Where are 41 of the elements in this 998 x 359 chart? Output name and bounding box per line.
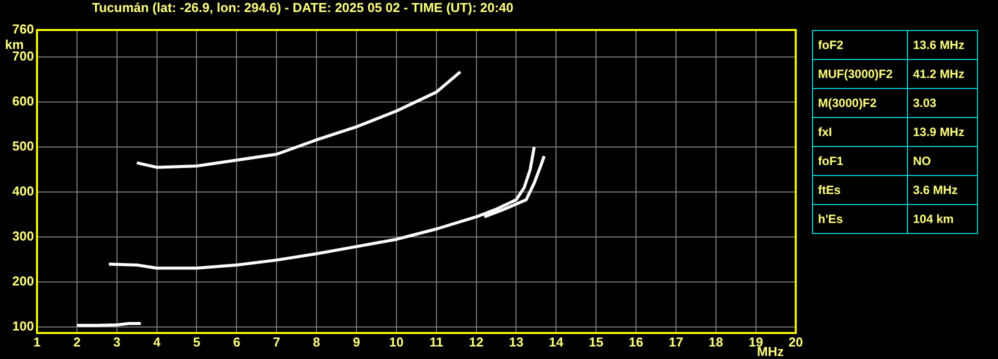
y-tick-label: 200 (12, 274, 34, 289)
x-tick-label: 15 (588, 334, 604, 350)
x-tick-label: 4 (153, 334, 162, 350)
text: 104 km (908, 204, 978, 234)
text: ftEs (812, 176, 908, 204)
text: foF1 (812, 146, 908, 176)
x-tick-label: 8 (312, 334, 320, 350)
y-tick-label: 500 (12, 138, 34, 154)
x-tick-label: 10 (389, 334, 404, 350)
y-tick-label: 600 (12, 94, 34, 109)
text: 3.03 (908, 88, 978, 118)
x-tick-label: 18 (708, 334, 724, 350)
x-tick-label: 3 (113, 334, 120, 350)
text: 13.6 MHz (908, 30, 978, 60)
x-tick-label: 7 (272, 334, 280, 350)
x-tick-label: 5 (193, 334, 200, 350)
x-tick-label: 12 (469, 334, 484, 350)
x-tick-label: 2 (73, 334, 81, 350)
x-tick-label: 1 (33, 334, 41, 350)
text: foF2 (812, 30, 908, 60)
text: 41.2 MHz (908, 60, 978, 88)
y-tick-label: 300 (12, 228, 34, 244)
y-tick-label: 100 (12, 318, 34, 334)
text: fxI (812, 118, 908, 146)
y-tick-label: 760 (12, 22, 34, 37)
x-tick-label: 20 (788, 334, 804, 350)
x-tick-label: 17 (668, 334, 684, 350)
x-tick-label: 11 (429, 334, 444, 350)
x-tick-label: 9 (352, 334, 360, 350)
text: 3.6 MHz (908, 176, 978, 204)
text: M(3000)F2 (812, 88, 908, 118)
x-tick-label: 13 (508, 334, 524, 350)
x-tick-label: 14 (548, 334, 564, 350)
text: NO (908, 146, 978, 176)
x-tick-label: 6 (233, 334, 240, 350)
chart-title: Tucumán (lat: -26.9, lon: 294.6) - DATE: 2025 05 02 - TIME (UT): 20:40 (92, 0, 514, 16)
text: h'Es (812, 204, 908, 234)
y-tick-label: 400 (12, 184, 34, 199)
x-tick-label: 16 (628, 334, 644, 350)
text: MUF(3000)F2 (812, 60, 908, 88)
text: 13.9 MHz (908, 118, 978, 146)
